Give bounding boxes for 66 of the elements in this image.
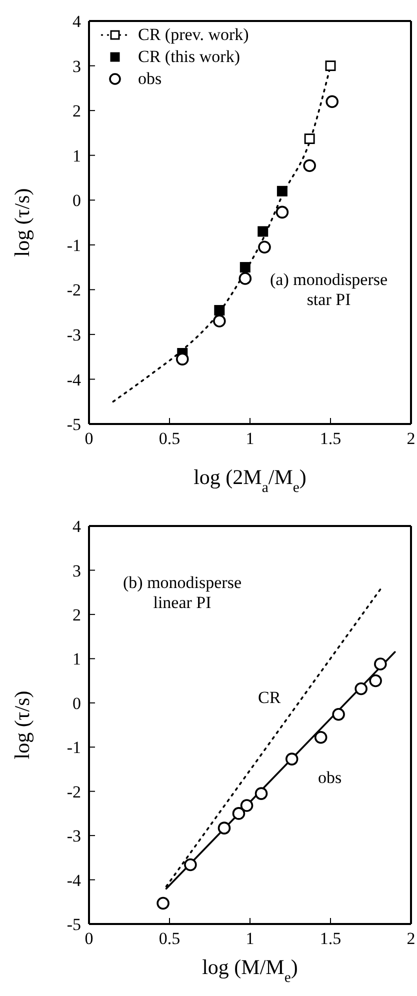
point <box>303 159 316 172</box>
point <box>304 134 315 144</box>
point <box>326 95 339 108</box>
y-tick-label: -1 <box>66 236 81 255</box>
y-axis-title: log (τ/s) <box>10 188 34 257</box>
y-tick-label: -4 <box>66 870 82 890</box>
y-tick-label: 2 <box>72 605 81 624</box>
point <box>240 799 254 812</box>
x-tick-label: 0.5 <box>158 429 180 448</box>
y-tick-label: 0 <box>72 694 81 713</box>
y-tick-label: 1 <box>72 146 81 166</box>
y-tick-label: -3 <box>66 826 81 846</box>
x-tick-label: 0.5 <box>158 929 180 948</box>
point <box>325 60 336 72</box>
point <box>176 352 189 366</box>
y-tick-label: 4 <box>72 12 82 32</box>
y-axis-title: log (τ/s) <box>10 690 34 760</box>
x-tick-label: 1.5 <box>320 929 342 948</box>
y-tick-label: -2 <box>66 280 81 300</box>
point <box>314 730 328 744</box>
point <box>254 787 268 800</box>
legend-label: CR (prev. work) <box>138 25 249 44</box>
point <box>213 314 226 328</box>
x-axis-title: log (2M$_{a}$/M$_{e}$) <box>194 465 306 496</box>
point <box>285 752 298 766</box>
y-tick-label: 2 <box>72 102 81 121</box>
point <box>232 807 246 820</box>
point <box>374 658 387 670</box>
point <box>332 708 345 721</box>
point <box>238 272 252 285</box>
y-tick-label: 3 <box>72 561 81 580</box>
point <box>258 226 268 237</box>
legend-label: obs <box>138 69 162 88</box>
annotation: (a) monodisperse star PI <box>270 270 388 309</box>
x-tick-label: 2 <box>406 429 416 448</box>
point <box>276 186 288 196</box>
point <box>258 240 271 254</box>
x-axis-title: log (M/M$_{e}$) <box>202 955 298 986</box>
y-tick-label: -4 <box>66 370 82 390</box>
series-label: CR <box>258 688 281 707</box>
point <box>214 305 225 316</box>
annotation: (b) monodisperse linear PI <box>123 573 242 612</box>
y-tick-label: -5 <box>66 415 81 434</box>
y-tick-label: 3 <box>72 56 81 76</box>
y-tick-label: -3 <box>66 325 81 344</box>
y-tick-label: -1 <box>66 738 81 758</box>
point <box>218 822 231 834</box>
point <box>369 674 382 688</box>
legend-label: CR (this work) <box>138 47 240 66</box>
point <box>156 896 170 910</box>
series-label: obs <box>318 768 342 787</box>
y-tick-label: 1 <box>72 650 81 669</box>
x-tick-label: 1 <box>246 429 254 448</box>
x-tick-label: 1.5 <box>320 429 342 448</box>
y-tick-label: 4 <box>72 517 82 536</box>
y-tick-label: 0 <box>72 191 81 210</box>
point <box>354 682 368 696</box>
point <box>276 206 289 219</box>
point <box>240 262 250 273</box>
x-tick-label: 1 <box>246 929 254 948</box>
x-tick-label: 0 <box>84 429 94 448</box>
y-tick-label: -5 <box>66 915 81 934</box>
y-tick-label: -2 <box>66 782 81 802</box>
x-tick-label: 0 <box>84 929 94 948</box>
point <box>184 858 197 872</box>
x-tick-label: 2 <box>406 929 416 948</box>
